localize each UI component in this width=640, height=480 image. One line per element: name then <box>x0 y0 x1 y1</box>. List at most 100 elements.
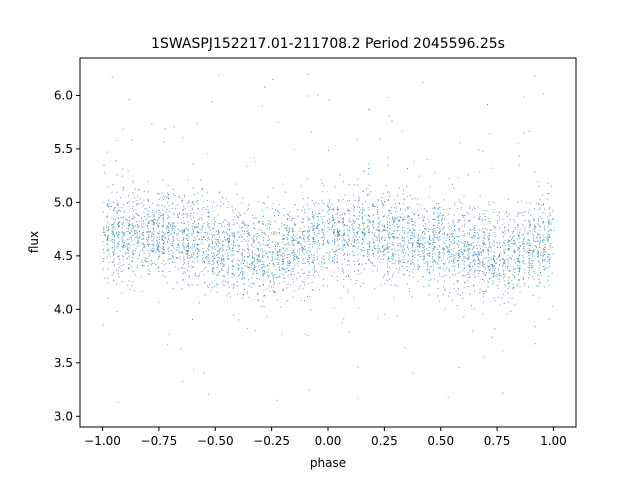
data-point <box>241 278 243 280</box>
data-point <box>303 282 305 283</box>
data-point <box>247 296 249 298</box>
data-point <box>282 289 284 291</box>
data-point <box>126 243 128 245</box>
data-point <box>172 188 174 190</box>
data-point <box>182 229 184 231</box>
data-point <box>443 254 445 256</box>
data-point <box>153 213 155 215</box>
data-point <box>138 203 140 205</box>
data-point <box>256 259 258 261</box>
data-point <box>393 225 395 227</box>
data-point <box>157 267 159 269</box>
data-point <box>241 222 243 224</box>
data-point <box>300 244 302 246</box>
data-point <box>257 241 259 243</box>
data-point <box>292 249 294 251</box>
data-point <box>423 246 425 248</box>
data-point <box>308 229 310 231</box>
data-point <box>547 239 549 241</box>
data-point <box>256 254 258 256</box>
data-point <box>507 229 509 231</box>
data-point <box>232 272 234 274</box>
data-point <box>226 295 228 297</box>
data-point <box>202 243 204 245</box>
data-point <box>399 207 401 209</box>
data-point <box>228 223 230 225</box>
data-point <box>228 266 230 268</box>
data-point <box>484 291 486 292</box>
data-point <box>438 300 440 302</box>
data-point <box>291 220 293 221</box>
data-point <box>202 248 204 250</box>
data-point <box>197 192 199 194</box>
data-point <box>322 228 324 230</box>
data-point <box>193 230 195 232</box>
data-point <box>197 207 199 209</box>
data-point <box>280 306 282 308</box>
data-point <box>332 219 334 221</box>
data-point <box>248 204 250 206</box>
data-point <box>232 247 234 249</box>
data-point <box>198 244 200 246</box>
data-point <box>182 273 184 275</box>
data-point <box>149 270 151 272</box>
data-point <box>148 223 150 224</box>
data-point <box>423 258 425 260</box>
data-point <box>207 270 209 272</box>
data-point <box>372 238 374 240</box>
data-point <box>163 199 164 200</box>
data-point <box>457 177 459 179</box>
data-point <box>157 266 159 268</box>
data-point <box>136 230 138 232</box>
data-point <box>467 272 469 274</box>
data-point <box>113 250 115 252</box>
data-point <box>534 230 536 232</box>
data-point <box>247 240 249 242</box>
data-point <box>268 265 270 267</box>
data-point <box>471 237 473 239</box>
data-point <box>279 253 281 255</box>
data-point <box>232 248 234 250</box>
data-point <box>254 228 256 230</box>
data-point <box>336 275 338 277</box>
data-point <box>212 259 214 261</box>
data-point <box>417 241 419 243</box>
data-point <box>176 239 178 241</box>
data-point <box>369 222 371 224</box>
data-point <box>478 238 479 240</box>
data-point <box>151 247 153 249</box>
data-point <box>503 249 505 251</box>
data-point <box>448 250 450 252</box>
data-point <box>377 317 379 319</box>
data-point <box>221 259 223 260</box>
data-point <box>441 224 443 226</box>
data-point <box>458 199 460 201</box>
data-point <box>102 241 104 243</box>
data-point <box>254 235 256 237</box>
data-point <box>338 200 340 202</box>
data-point <box>283 235 285 236</box>
data-point <box>293 149 295 150</box>
data-point <box>439 227 441 229</box>
data-point <box>118 231 120 233</box>
data-point <box>439 268 441 269</box>
data-point <box>322 233 324 235</box>
data-point <box>469 208 471 210</box>
data-point <box>507 282 509 284</box>
data-point <box>226 273 228 275</box>
data-point <box>528 209 530 211</box>
data-point <box>227 268 229 270</box>
data-point <box>298 241 300 243</box>
data-point <box>474 253 476 255</box>
data-point <box>131 231 133 233</box>
data-point <box>432 253 434 255</box>
data-point <box>183 209 185 210</box>
data-point <box>367 253 368 255</box>
data-point <box>469 248 471 250</box>
data-point <box>326 191 328 193</box>
data-point <box>149 216 151 218</box>
data-point <box>378 250 380 252</box>
data-point <box>511 232 513 234</box>
data-point <box>417 235 419 237</box>
data-point <box>508 282 510 284</box>
